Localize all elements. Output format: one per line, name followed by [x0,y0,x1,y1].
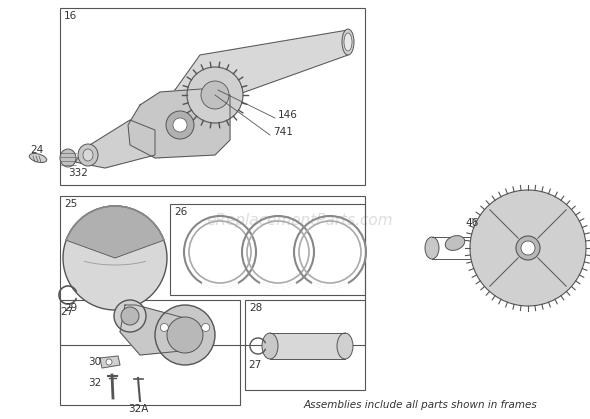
Ellipse shape [30,153,47,163]
Text: 46: 46 [465,218,478,228]
Polygon shape [175,30,348,108]
Text: 741: 741 [273,127,293,137]
Bar [270,333,345,359]
Text: 25: 25 [64,199,77,209]
Ellipse shape [337,333,353,359]
Ellipse shape [342,29,354,55]
Text: 24: 24 [30,145,43,155]
Bar [60,196,365,345]
Bar [60,300,240,405]
Circle shape [521,241,535,255]
Text: 32: 32 [88,378,101,388]
Polygon shape [120,305,192,355]
Text: Assemblies include all parts shown in frames: Assemblies include all parts shown in fr… [303,400,537,410]
Ellipse shape [425,237,439,259]
Text: 30: 30 [88,357,101,367]
Ellipse shape [262,333,278,359]
Wedge shape [66,206,164,258]
Circle shape [155,305,215,365]
Ellipse shape [78,144,98,166]
Circle shape [106,359,112,365]
Text: 32A: 32A [128,404,148,414]
Text: 29: 29 [64,303,77,313]
Circle shape [470,190,586,306]
Text: 332: 332 [68,168,88,178]
Circle shape [160,323,168,331]
Circle shape [63,206,167,310]
Text: eReplacementParts.com: eReplacementParts.com [206,212,394,228]
Text: 27: 27 [248,360,261,370]
Ellipse shape [83,149,93,161]
Polygon shape [128,88,230,158]
Ellipse shape [344,33,352,51]
Text: 146: 146 [278,110,298,120]
Circle shape [167,317,203,353]
Ellipse shape [60,149,76,167]
Circle shape [166,111,194,139]
Text: 28: 28 [249,303,262,313]
Circle shape [187,67,243,123]
Circle shape [114,300,146,332]
Text: 16: 16 [64,11,77,21]
Bar [245,300,365,390]
Bar [60,8,365,185]
Circle shape [202,323,209,331]
Bar [170,204,365,295]
Polygon shape [75,120,155,168]
Circle shape [121,307,139,325]
Polygon shape [100,356,120,368]
Text: 27: 27 [60,307,73,317]
Circle shape [173,118,187,132]
Circle shape [516,236,540,260]
Ellipse shape [445,235,465,251]
Circle shape [201,81,229,109]
Text: 26: 26 [174,207,187,217]
